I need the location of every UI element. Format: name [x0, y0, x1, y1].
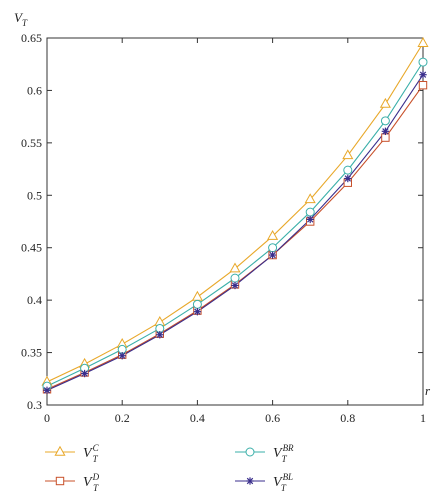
data-point-v-t-bl [43, 386, 51, 395]
data-point-v-t-br [192, 299, 202, 309]
x-tick-label: 0.6 [265, 411, 280, 425]
legend-label: VC T [83, 443, 100, 464]
legend-label-main: V [273, 446, 283, 461]
legend-entry-v-t-d: VD T [45, 472, 100, 493]
legend-label-sub: T [281, 483, 287, 493]
y-axis-label: VT [14, 10, 28, 28]
legend-label: VD T [83, 472, 100, 493]
plot-frame [46, 37, 424, 406]
data-point-v-t-bl [419, 71, 427, 79]
data-point-v-t-br [418, 57, 428, 67]
x-tick-label: 1 [420, 411, 426, 425]
legend-marker [245, 447, 255, 457]
y-tick-label: 0.5 [27, 188, 42, 202]
data-point-v-t-br [343, 165, 353, 175]
legend-label-main: V [83, 446, 93, 461]
y-tick-label: 0.3 [27, 398, 42, 412]
legend-label-sub: T [93, 454, 99, 464]
y-tick-label: 0.35 [21, 346, 42, 360]
data-point-v-t-bl [268, 251, 277, 259]
legend-marker [246, 477, 254, 485]
legend-label-main: V [83, 475, 93, 490]
legend-label: VBR T [273, 443, 294, 464]
x-tick-label: 0.4 [190, 411, 205, 425]
legend-label-sub: T [93, 483, 99, 493]
legend-marker [55, 476, 65, 486]
data-point-v-t-d [418, 80, 428, 90]
data-point-v-t-br [380, 116, 390, 126]
legend-marker [54, 445, 66, 456]
series-line-v-t-br [46, 61, 424, 387]
legend-label-main: V [273, 475, 283, 490]
legend-label-sup: BR [283, 443, 294, 453]
data-point-v-t-bl [156, 331, 164, 339]
data-point-v-t-c [191, 290, 203, 301]
series-line-v-t-c [46, 42, 424, 383]
y-tick-label: 0.65 [21, 31, 42, 45]
x-tick-label: 0 [44, 411, 50, 425]
data-point-v-t-bl [118, 352, 126, 360]
legend-label: VBL T [273, 472, 293, 493]
y-tick-label: 0.55 [21, 136, 42, 150]
legend-label-sup: D [92, 472, 100, 482]
data-point-v-t-bl [381, 127, 390, 136]
data-point-v-t-c [304, 193, 316, 204]
y-tick-label: 0.45 [21, 241, 42, 255]
y-tick-label: 0.4 [27, 293, 42, 307]
data-point-v-t-c [267, 229, 279, 240]
legend-entry-v-t-bl: VBL T [235, 472, 293, 493]
series-line-v-t-d [46, 84, 424, 390]
y-tick-label: 0.6 [27, 83, 42, 97]
data-point-v-t-bl [193, 307, 202, 316]
data-point-v-t-c [229, 262, 241, 273]
legend-entry-v-t-c: VC T [45, 443, 100, 464]
y-axis-label-sub: T [22, 18, 28, 28]
x-tick-label: 0.2 [115, 411, 130, 425]
x-tick-label: 0.8 [340, 411, 355, 425]
legend-label-sup: BL [283, 472, 293, 482]
data-point-v-t-bl [80, 369, 89, 378]
data-point-v-t-br [305, 207, 315, 217]
data-point-v-t-c [342, 149, 354, 160]
data-point-v-t-c [379, 97, 391, 108]
data-point-v-t-br [268, 243, 278, 253]
y-axis-label-main: V [14, 10, 24, 25]
data-point-v-t-br [230, 273, 240, 283]
legend-label-sup: C [93, 443, 100, 453]
data-point-v-t-bl [344, 174, 352, 183]
x-axis-label: r [425, 383, 431, 398]
data-point-v-t-bl [231, 281, 239, 290]
data-point-v-t-d [381, 133, 390, 142]
data-point-v-t-bl [306, 215, 314, 224]
legend-label-sub: T [282, 454, 288, 464]
series-line-v-t-bl [46, 74, 424, 391]
data-point-v-t-c [417, 37, 429, 47]
legend-entry-v-t-br: VBR T [235, 443, 294, 464]
